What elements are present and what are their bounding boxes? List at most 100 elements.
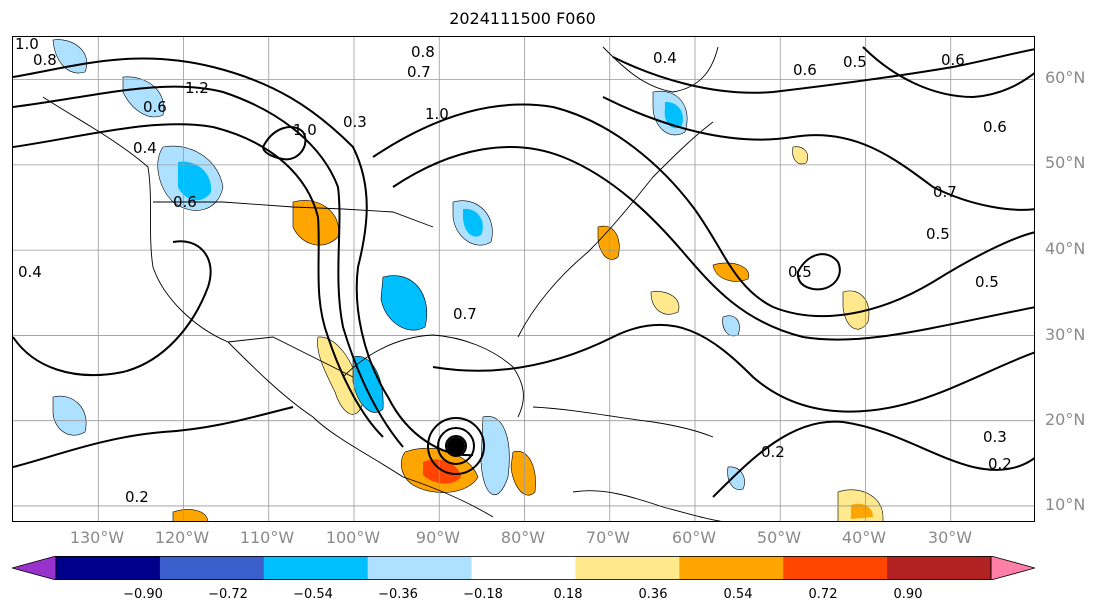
contour-label: 0.7	[933, 183, 957, 201]
contour-label: 1.0	[425, 105, 449, 123]
lon-label: 30°W	[927, 528, 973, 547]
anomaly-patch-deep-blue	[664, 101, 684, 129]
contour-lines	[13, 46, 1034, 498]
contour-label: 0.2	[761, 443, 785, 461]
colorbar-segment	[783, 556, 888, 580]
lon-label: 100°W	[325, 528, 381, 547]
lon-label: 130°W	[69, 528, 125, 547]
contour-label: 0.6	[173, 193, 197, 211]
contour-line	[612, 48, 1034, 94]
lat-label: 10°N	[1045, 495, 1086, 514]
anomaly-patch-orange	[851, 503, 873, 519]
contour-label: 0.5	[788, 263, 812, 281]
anomaly-patch-red	[423, 459, 461, 484]
colorbar-segment	[679, 556, 784, 580]
coastline-north-america	[42, 96, 494, 518]
anomaly-patch-yellow	[650, 291, 680, 315]
colorbar-tick-label: 0.18	[553, 587, 583, 602]
lon-label: 120°W	[154, 528, 210, 547]
contour-line	[13, 57, 474, 457]
colorbar-segment	[56, 556, 161, 580]
contour-label: 0.4	[133, 139, 157, 157]
contour-label: 1.2	[185, 79, 209, 97]
colorbar-tick-label: −0.36	[378, 587, 418, 602]
contour-label: 0.3	[983, 428, 1007, 446]
lat-label: 30°N	[1045, 325, 1086, 344]
colorbar-segment	[887, 556, 992, 580]
border-us-canada	[153, 201, 434, 228]
coastline-east	[517, 121, 714, 338]
contour-label: 0.2	[988, 455, 1012, 473]
storm-center-marker	[447, 437, 465, 455]
contour-label: 0.5	[975, 273, 999, 291]
lon-label: 50°W	[756, 528, 802, 547]
colorbar-extend-min	[12, 556, 57, 580]
contour-labels: 1.0 0.8 0.6 1.2 0.4 0.6 1.0 0.8 0.7 1.0 …	[15, 37, 1012, 506]
contour-label: 0.7	[453, 305, 477, 323]
colorbar-tick-label: 0.54	[723, 587, 753, 602]
contour-line	[13, 85, 404, 448]
coastline-greenland	[602, 46, 719, 93]
map-title: 2024111500 F060	[449, 9, 596, 28]
contour-label: 0.6	[941, 51, 965, 69]
colorbar-tick-label: 0.36	[638, 587, 668, 602]
contour-line	[261, 126, 307, 161]
colorbar-tick-label: −0.90	[123, 587, 163, 602]
colorbar-tick-label: −0.18	[463, 587, 503, 602]
contour-label: 0.5	[843, 53, 867, 71]
colorbar-segment	[471, 556, 576, 580]
anomaly-patch-blue	[52, 395, 87, 436]
anomaly-patch-orange	[510, 450, 536, 496]
contour-label: 0.4	[18, 263, 42, 281]
contour-label: 0.4	[653, 49, 677, 67]
contour-ring	[437, 427, 475, 465]
lat-label: 40°N	[1045, 239, 1086, 258]
lon-label: 110°W	[239, 528, 295, 547]
contour-label: 0.6	[983, 118, 1007, 136]
anomaly-patch-orange	[712, 262, 750, 282]
contour-label: 1.0	[293, 121, 317, 139]
contour-line	[13, 123, 384, 438]
contour-label: 0.2	[125, 488, 149, 506]
colorbar-tick-label: 0.90	[893, 587, 923, 602]
anomaly-patch-blue	[727, 466, 745, 490]
anomaly-patch-yellow	[172, 509, 208, 521]
contour-label: 0.3	[343, 113, 367, 131]
anomaly-patch-deep-blue	[178, 161, 212, 201]
anomaly-patch-yellow	[792, 146, 809, 165]
coastline-gulf	[342, 334, 524, 418]
contour-line	[712, 420, 1034, 498]
contour-ring	[427, 417, 485, 475]
contour-label: 0.8	[33, 51, 57, 69]
contour-line	[602, 96, 1034, 211]
contour-line	[13, 406, 294, 468]
contour-line	[796, 253, 841, 291]
colorbar-segment	[575, 556, 680, 580]
colorbar-segment	[367, 556, 473, 580]
anomaly-patch-blue	[380, 275, 427, 331]
lat-label: 50°N	[1045, 153, 1086, 172]
lat-label: 20°N	[1045, 410, 1086, 429]
coastlines	[42, 46, 722, 521]
map-panel[interactable]: 1.0 0.8 0.6 1.2 0.4 0.6 1.0 0.8 0.7 1.0 …	[12, 36, 1035, 522]
contour-ring	[445, 435, 467, 457]
contour-label: 0.6	[143, 98, 167, 116]
colorbar-segment	[263, 556, 369, 580]
contour-line	[372, 103, 1034, 318]
colorbar-outline	[55, 556, 992, 580]
lon-label: 40°W	[841, 528, 887, 547]
contour-line	[392, 146, 1034, 341]
colorbar-extend-max	[990, 556, 1035, 580]
map-canvas: 1.0 0.8 0.6 1.2 0.4 0.6 1.0 0.8 0.7 1.0 …	[13, 37, 1034, 521]
anomaly-patch-yellow	[597, 225, 620, 260]
contour-label: 1.0	[15, 37, 39, 53]
colorbar-tick-label: −0.72	[208, 587, 248, 602]
colorbar	[12, 556, 1035, 580]
coastline-south-america	[572, 490, 722, 521]
contour-label: 0.8	[411, 43, 435, 61]
lon-label: 80°W	[500, 528, 546, 547]
contour-label: 0.6	[793, 61, 817, 79]
contour-label: 0.7	[407, 63, 431, 81]
anomaly-patch-blue	[722, 315, 740, 337]
coastline-caribbean	[532, 406, 714, 438]
